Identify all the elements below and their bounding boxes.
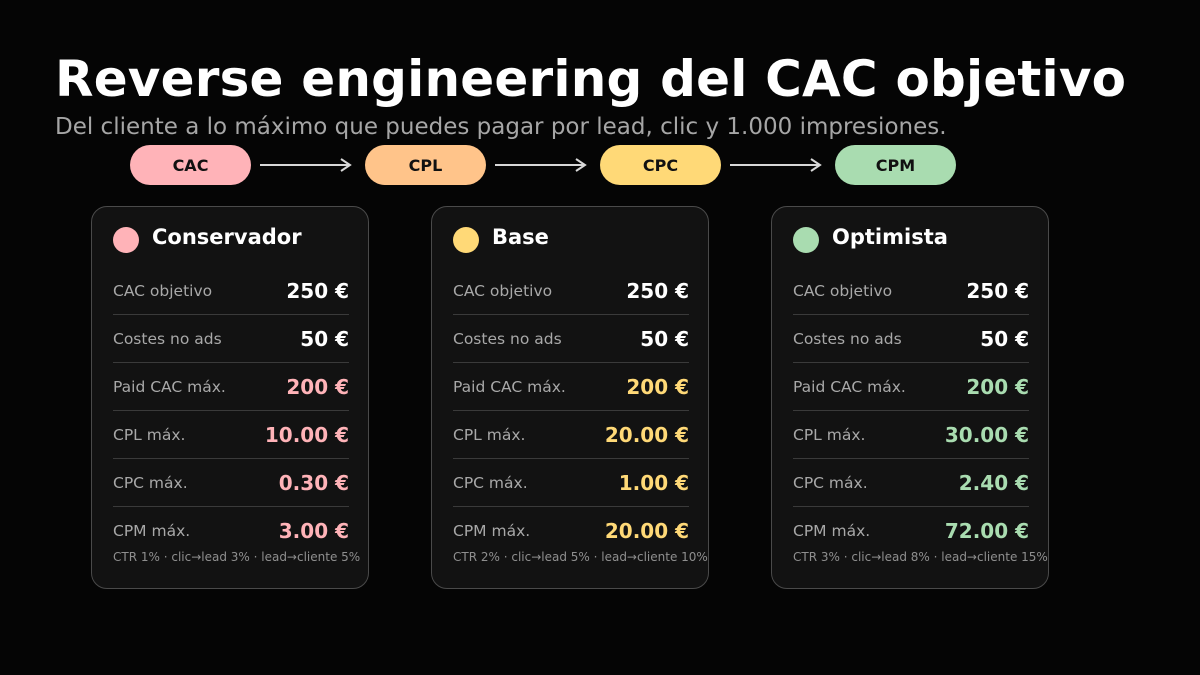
metric-label: CAC objetivo	[113, 281, 213, 300]
scenario-title: Conservador	[152, 225, 302, 249]
flow-step-cpm: CPM	[835, 145, 956, 185]
scenario-color-dot	[113, 227, 139, 253]
assumptions-note: CTR 2% · clic→lead 5% · lead→cliente 10%	[453, 550, 708, 564]
metric-row-cpl: CPL máx. 10.00 €	[113, 411, 349, 459]
metric-label: CPM máx.	[793, 522, 871, 540]
metric-label: CPL máx.	[453, 425, 526, 444]
metric-row-paid-cac: Paid CAC máx. 200 €	[793, 363, 1029, 411]
metric-label: CAC objetivo	[793, 281, 893, 300]
metric-row-cpl: CPL máx. 30.00 €	[793, 411, 1029, 459]
metric-label: CPL máx.	[793, 425, 866, 444]
metric-row-cpc: CPC máx. 0.30 €	[113, 459, 349, 507]
metric-value: 200 €	[286, 374, 349, 399]
metric-value: 2.40 €	[958, 470, 1029, 495]
metric-label: CPC máx.	[113, 473, 188, 492]
metric-row-cac-objetivo: CAC objetivo 250 €	[793, 267, 1029, 315]
arrow-right-icon	[495, 158, 587, 172]
page-subtitle: Del cliente a lo máximo que puedes pagar…	[55, 114, 947, 140]
metric-value: 50 €	[300, 326, 349, 351]
metric-value: 72.00 €	[944, 519, 1029, 543]
metric-row-costes-no-ads: Costes no ads 50 €	[453, 315, 689, 363]
metric-value: 30.00 €	[944, 422, 1029, 447]
metric-value: 250 €	[966, 278, 1029, 303]
metric-label: Paid CAC máx.	[113, 377, 226, 396]
metric-label: CPL máx.	[113, 425, 186, 444]
metric-row-cpm: CPM máx. 20.00 €	[453, 507, 689, 555]
metric-value: 250 €	[286, 278, 349, 303]
metric-row-costes-no-ads: Costes no ads 50 €	[113, 315, 349, 363]
scenario-card-optimista: Optimista CAC objetivo 250 € Costes no a…	[771, 206, 1049, 589]
metric-row-cpm: CPM máx. 72.00 €	[793, 507, 1029, 555]
metric-value: 0.30 €	[278, 470, 349, 495]
flow-step-cpc: CPC	[600, 145, 721, 185]
scenario-card-base: Base CAC objetivo 250 € Costes no ads 50…	[431, 206, 709, 589]
metric-row-paid-cac: Paid CAC máx. 200 €	[453, 363, 689, 411]
metric-row-cpl: CPL máx. 20.00 €	[453, 411, 689, 459]
metric-label: CPM máx.	[453, 522, 531, 540]
metric-value: 1.00 €	[618, 470, 689, 495]
metric-value: 250 €	[626, 278, 689, 303]
metric-value: 20.00 €	[604, 422, 689, 447]
assumptions-note: CTR 1% · clic→lead 3% · lead→cliente 5%	[113, 550, 361, 564]
metric-value: 200 €	[626, 374, 689, 399]
scenario-title: Base	[492, 225, 549, 249]
assumptions-note: CTR 3% · clic→lead 8% · lead→cliente 15%	[793, 550, 1048, 564]
scenario-color-dot	[453, 227, 479, 253]
metric-row-cpc: CPC máx. 1.00 €	[453, 459, 689, 507]
metric-label: Paid CAC máx.	[793, 377, 906, 396]
metric-row-costes-no-ads: Costes no ads 50 €	[793, 315, 1029, 363]
metric-label: CPC máx.	[453, 473, 528, 492]
metric-row-cac-objetivo: CAC objetivo 250 €	[453, 267, 689, 315]
metric-value: 3.00 €	[278, 519, 349, 543]
arrow-right-icon	[730, 158, 822, 172]
metric-label: Costes no ads	[793, 329, 902, 348]
metric-value: 50 €	[980, 326, 1029, 351]
scenario-color-dot	[793, 227, 819, 253]
metric-row-cpc: CPC máx. 2.40 €	[793, 459, 1029, 507]
metric-value: 50 €	[640, 326, 689, 351]
metric-value: 200 €	[966, 374, 1029, 399]
metric-value: 10.00 €	[264, 422, 349, 447]
flow-step-cpl: CPL	[365, 145, 486, 185]
metric-label: CAC objetivo	[453, 281, 553, 300]
arrow-right-icon	[260, 158, 352, 172]
scenario-card-conservador: Conservador CAC objetivo 250 € Costes no…	[91, 206, 369, 589]
metric-label: CPC máx.	[793, 473, 868, 492]
metric-label: Costes no ads	[453, 329, 562, 348]
scenario-title: Optimista	[832, 225, 948, 249]
metric-label: CPM máx.	[113, 522, 191, 540]
metric-label: Paid CAC máx.	[453, 377, 566, 396]
metric-value: 20.00 €	[604, 519, 689, 543]
metric-row-paid-cac: Paid CAC máx. 200 €	[113, 363, 349, 411]
flow-step-cac: CAC	[130, 145, 251, 185]
page-title: Reverse engineering del CAC objetivo	[55, 50, 1127, 108]
metric-row-cpm: CPM máx. 3.00 €	[113, 507, 349, 555]
metric-row-cac-objetivo: CAC objetivo 250 €	[113, 267, 349, 315]
metric-label: Costes no ads	[113, 329, 222, 348]
